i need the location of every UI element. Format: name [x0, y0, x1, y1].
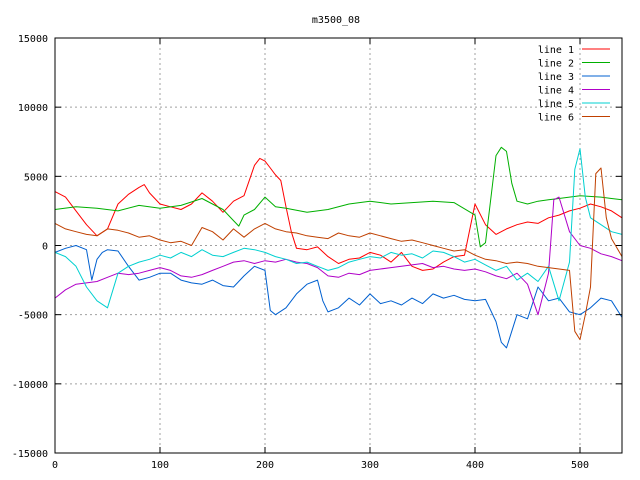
- y-tick-label: 5000: [24, 172, 48, 183]
- chart-title: m3500_08: [312, 15, 360, 26]
- x-tick-label: 300: [361, 460, 379, 471]
- legend-label-6: line 6: [538, 113, 574, 124]
- y-tick-label: -5000: [18, 311, 48, 322]
- series-line-4: [54, 196, 623, 316]
- legend-label-1: line 1: [538, 45, 574, 56]
- y-tick-label: 0: [42, 242, 48, 253]
- series-lines: [54, 146, 623, 349]
- series-line-5: [54, 148, 623, 309]
- legend-label-5: line 5: [538, 99, 574, 110]
- x-tick-label: 0: [52, 460, 58, 471]
- series-line-1: [54, 157, 623, 271]
- y-tick-label: -15000: [12, 449, 48, 460]
- x-tick-label: 100: [151, 460, 169, 471]
- series-line-3: [54, 245, 623, 349]
- axis-ticks: -15000 -10000 -5000 0 5000 10000 15000 0 100 200 3…: [12, 34, 622, 471]
- y-tick-label: -10000: [12, 380, 48, 391]
- series-line-2: [54, 146, 623, 248]
- x-tick-label: 400: [466, 460, 484, 471]
- legend-label-3: line 3: [538, 72, 574, 83]
- legend-label-4: line 4: [538, 86, 574, 97]
- grid: [55, 38, 622, 453]
- legend: line 1 line 2 line 3 line 4 line 5 line 6: [538, 45, 610, 124]
- y-tick-label: 10000: [18, 103, 48, 114]
- y-tick-label: 15000: [18, 34, 48, 45]
- x-tick-label: 500: [571, 460, 589, 471]
- x-tick-label: 200: [256, 460, 274, 471]
- series-line-6: [54, 167, 623, 341]
- legend-label-2: line 2: [538, 59, 574, 70]
